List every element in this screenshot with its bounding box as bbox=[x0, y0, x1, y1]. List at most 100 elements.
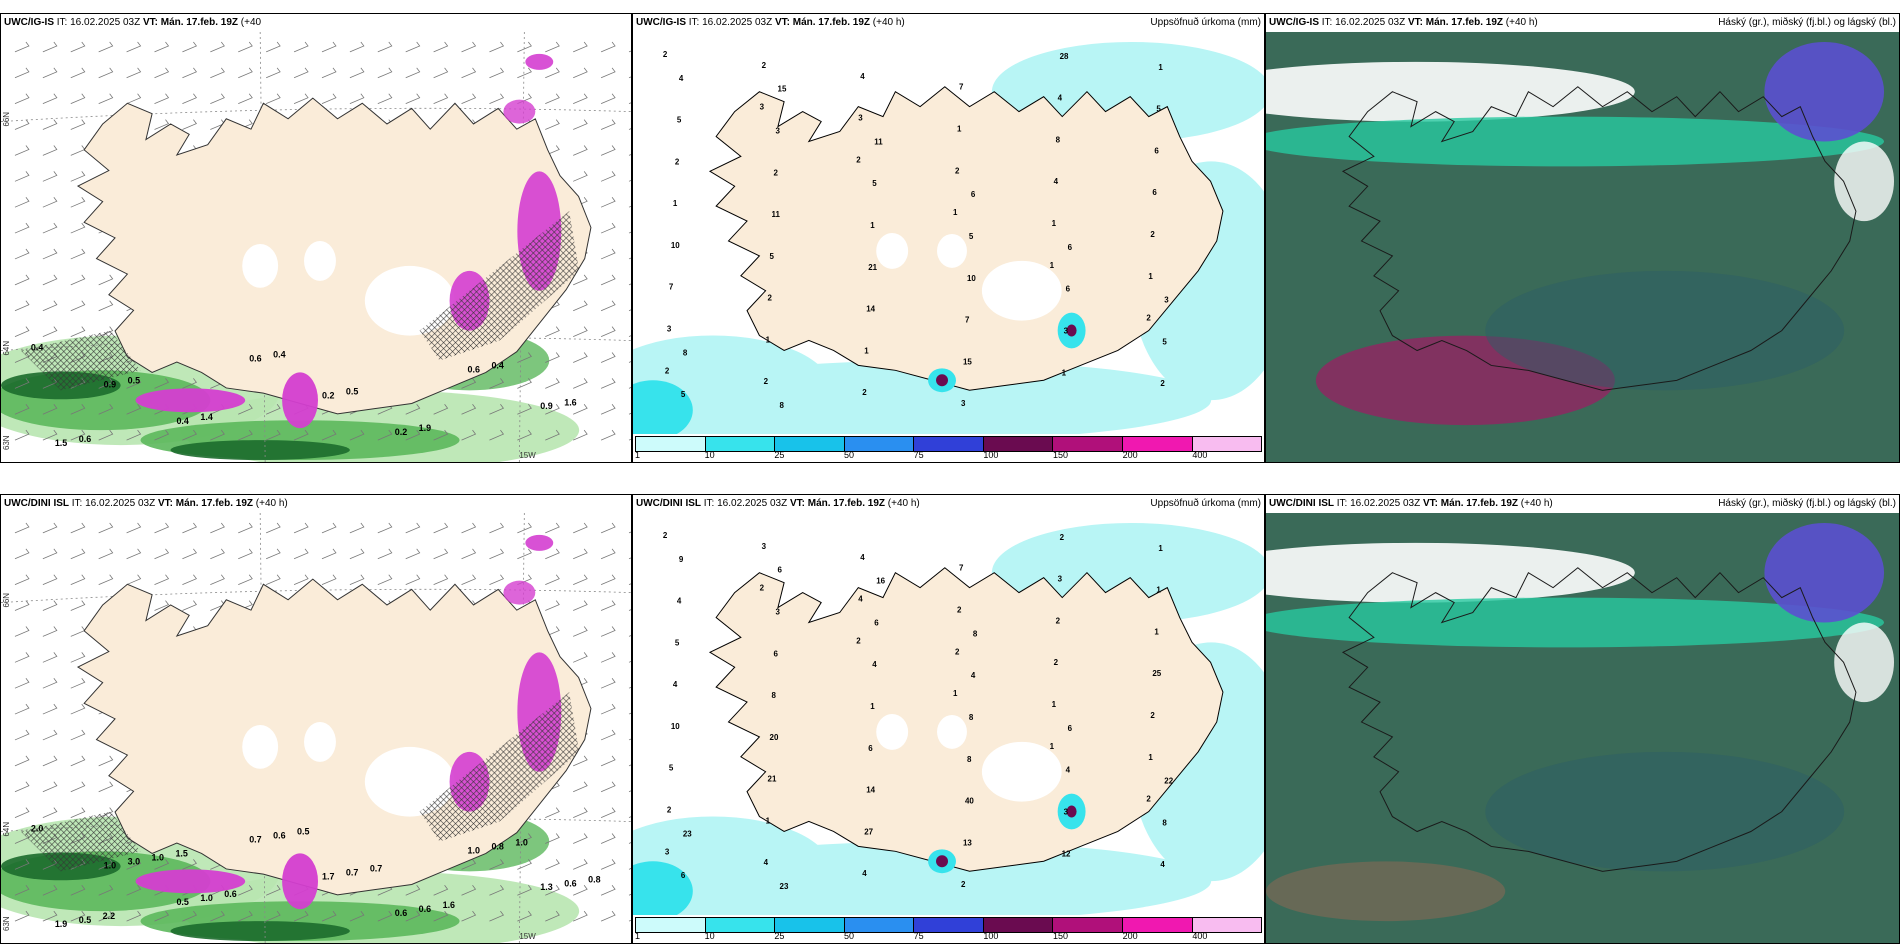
colorbar-tick-label: 10 bbox=[704, 450, 715, 460]
precip-value-label: 1 bbox=[864, 346, 869, 355]
field-blob bbox=[1764, 522, 1885, 623]
wind-barb bbox=[461, 93, 477, 105]
wind-barb bbox=[461, 885, 477, 896]
field-blob bbox=[1485, 270, 1845, 391]
wind-value-label: 0.4 bbox=[31, 343, 43, 353]
wind-barb bbox=[182, 548, 198, 560]
wind-barb bbox=[461, 404, 477, 415]
precip-value-label: 1 bbox=[1052, 700, 1057, 709]
wind-barb bbox=[42, 274, 58, 286]
wind-barb bbox=[70, 910, 86, 922]
wind-barb bbox=[98, 404, 114, 415]
wind-barb bbox=[573, 93, 588, 105]
model-label: UWC/IG-IS bbox=[636, 17, 686, 28]
model-label: UWC/DINI ISL bbox=[4, 498, 69, 509]
wind-barb bbox=[321, 522, 337, 534]
wind-barb bbox=[349, 93, 365, 105]
precip-value-label: 23 bbox=[780, 882, 789, 891]
wind-value-label: 1.0 bbox=[152, 852, 164, 862]
wind-value-label: 0.4 bbox=[491, 360, 503, 370]
wind-barb bbox=[600, 781, 616, 793]
wind-barb bbox=[628, 583, 631, 586]
wind-barb bbox=[461, 67, 477, 79]
precip-value-label: 1 bbox=[1050, 742, 1055, 751]
field-blob bbox=[525, 534, 554, 551]
precip-value-label: 2 bbox=[764, 377, 769, 386]
precip-value-label: 2 bbox=[663, 531, 668, 540]
colorbar-tick-label: 10 bbox=[704, 931, 715, 941]
wind-barb bbox=[405, 548, 421, 560]
field-blob bbox=[1266, 861, 1506, 922]
wind-barb bbox=[293, 522, 309, 534]
wind-barb bbox=[210, 93, 225, 105]
wind-barb bbox=[433, 548, 449, 560]
wind-barb bbox=[70, 248, 86, 260]
wind-barb bbox=[461, 910, 477, 922]
wind-barb bbox=[42, 548, 58, 560]
wind-barb bbox=[154, 859, 170, 870]
wind-barb bbox=[405, 41, 421, 53]
wind-barb bbox=[433, 41, 449, 53]
wind-barb bbox=[42, 248, 58, 260]
wind-barb bbox=[600, 93, 616, 105]
wind-barb bbox=[321, 429, 337, 441]
precip-value-label: 4 bbox=[858, 595, 863, 604]
wind-barb bbox=[321, 41, 337, 53]
init-time: IT: 16.02.2025 03Z bbox=[1321, 17, 1406, 28]
precip-core bbox=[1066, 324, 1077, 337]
field-blob bbox=[170, 921, 350, 942]
wind-barb bbox=[14, 41, 30, 53]
wind-barb bbox=[573, 300, 588, 312]
precip-value-label: 21 bbox=[868, 263, 877, 272]
wind-barb bbox=[238, 548, 253, 560]
wind-barb bbox=[14, 326, 30, 337]
colorbar-tick-label: 50 bbox=[844, 450, 855, 460]
wind-barb bbox=[600, 885, 616, 896]
field-blob bbox=[1834, 622, 1895, 703]
wind-barb bbox=[182, 859, 198, 870]
glacier bbox=[981, 260, 1062, 321]
wind-barb bbox=[70, 93, 86, 105]
wind-barb bbox=[461, 574, 477, 586]
precip-value-label: 2 bbox=[1146, 314, 1151, 323]
wind-barb bbox=[628, 738, 631, 741]
precip-value-label: 20 bbox=[770, 733, 779, 742]
wind-barb bbox=[42, 196, 58, 208]
wind-barb bbox=[573, 119, 588, 130]
wind-value-label: 0.5 bbox=[176, 897, 188, 907]
wind-value-label: 1.7 bbox=[322, 871, 334, 881]
wind-barb bbox=[70, 145, 86, 156]
wind-barb bbox=[70, 171, 86, 182]
precip-value-label: 2 bbox=[955, 166, 960, 175]
wind-barb bbox=[98, 378, 114, 389]
precip-value-label: 1 bbox=[1158, 544, 1163, 553]
init-time: IT: 16.02.2025 03Z bbox=[1336, 498, 1421, 509]
field-blob bbox=[135, 869, 246, 894]
wind-barb bbox=[266, 574, 281, 586]
wind-value-label: 1.0 bbox=[104, 860, 116, 870]
wind-barb bbox=[126, 548, 142, 560]
field-blob bbox=[503, 580, 536, 605]
wind-barb bbox=[545, 522, 560, 534]
colorbar-tick-label: 150 bbox=[1053, 450, 1069, 460]
precip-value-label: 25 bbox=[1152, 669, 1161, 678]
precip-value-label: 6 bbox=[971, 190, 976, 199]
precip-value-label: 2 bbox=[665, 366, 670, 375]
wind-barb bbox=[126, 910, 142, 922]
wind-value-label: 0.8 bbox=[491, 841, 503, 851]
wind-barb bbox=[573, 378, 588, 389]
wind-value-label: 0.5 bbox=[297, 827, 309, 837]
wind-barb bbox=[238, 885, 253, 896]
precip-value-label: 40 bbox=[965, 797, 974, 806]
field-blob bbox=[1266, 542, 1635, 603]
wind-barb bbox=[517, 885, 532, 896]
precip-value-label: 1 bbox=[1158, 63, 1163, 72]
wind-barb bbox=[98, 300, 114, 312]
wind-barb bbox=[545, 352, 560, 363]
wind-barb bbox=[154, 548, 170, 560]
wind-barb bbox=[545, 326, 560, 337]
wind-barb bbox=[70, 429, 86, 441]
wind-barb bbox=[42, 626, 58, 637]
valid-time: VT: Mán. 17.feb. 19Z bbox=[1422, 498, 1518, 509]
field-blob bbox=[653, 360, 1212, 434]
